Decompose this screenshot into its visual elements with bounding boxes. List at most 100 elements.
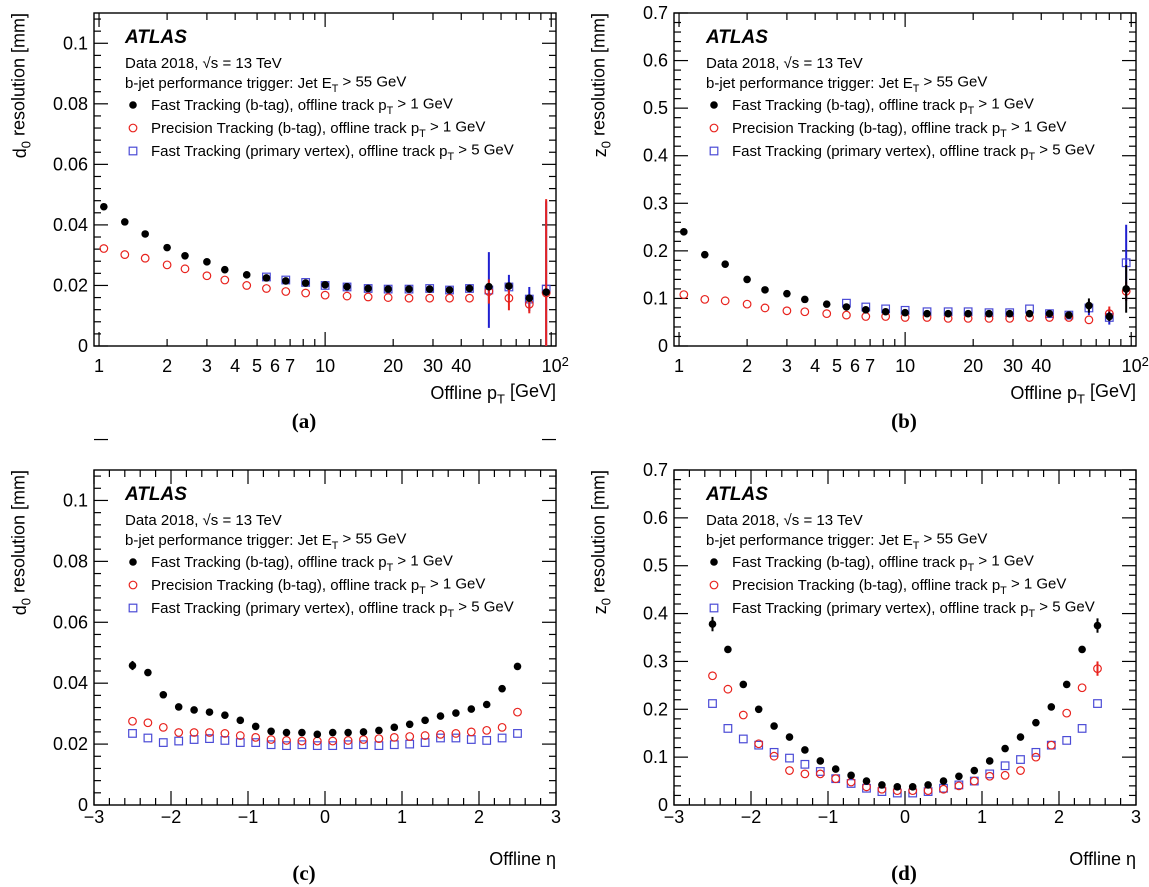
data-point — [389, 732, 399, 742]
y-tick-label: 0.3 — [643, 651, 668, 671]
data-point — [782, 306, 792, 316]
x-tick-label: 1 — [977, 807, 987, 827]
x-tick-label: 4 — [810, 356, 820, 376]
x-tick-label: 40 — [451, 356, 471, 376]
x-tick-label: 102​ — [1122, 354, 1149, 376]
data-point — [174, 736, 184, 746]
data-point — [297, 740, 307, 750]
data-point — [282, 736, 291, 745]
data-point — [847, 771, 855, 780]
x-tick-label: 2 — [1054, 807, 1064, 827]
x-tick-label: 102​ — [542, 354, 569, 376]
data-point — [128, 716, 137, 726]
y-tick-label: 0.7 — [643, 3, 668, 23]
data-point — [1025, 309, 1034, 318]
data-point — [359, 740, 368, 750]
data-point — [513, 729, 522, 738]
data-point — [743, 275, 751, 284]
data-point — [785, 733, 794, 741]
data-point — [359, 735, 368, 744]
data-point — [174, 728, 184, 737]
data-point — [723, 684, 733, 694]
data-point — [421, 716, 429, 725]
data-point — [405, 720, 414, 729]
legend-marker — [709, 123, 719, 133]
data-point — [815, 769, 825, 779]
data-point — [497, 722, 507, 732]
data-point — [364, 284, 372, 293]
data-point — [298, 728, 306, 737]
data-point — [1122, 285, 1130, 293]
data-point — [242, 271, 251, 279]
x-axis-title: Offline pT​ [GeV] — [1010, 381, 1136, 406]
info-line-1: Data 2018, √s = 13 TeV — [125, 55, 282, 72]
data-point — [700, 250, 709, 259]
y-tick-label: 0 — [658, 795, 668, 815]
data-point — [100, 202, 108, 211]
data-point — [1062, 708, 1072, 718]
data-point — [251, 738, 261, 747]
data-point — [251, 722, 260, 731]
data-point — [251, 732, 261, 742]
data-point — [465, 284, 474, 293]
legend-entry: Fast Tracking (b-tag), offline track pT​… — [151, 553, 453, 574]
data-point — [908, 783, 917, 791]
data-point — [144, 668, 152, 677]
panel-label: (b) — [891, 409, 917, 433]
data-point — [861, 312, 871, 321]
info-line-2: b-jet performance trigger: Jet ET​ > 55 … — [125, 74, 406, 95]
x-tick-label: 2 — [162, 356, 172, 376]
legend-entry: Precision Tracking (b-tag), offline trac… — [151, 119, 485, 140]
data-point — [800, 307, 810, 317]
data-point — [1078, 645, 1086, 654]
data-point — [708, 699, 717, 708]
data-point — [328, 736, 338, 746]
y-tick-label: 0.08 — [53, 94, 88, 114]
data-point — [374, 734, 384, 744]
data-point — [465, 293, 474, 303]
data-point — [944, 309, 952, 318]
y-tick-label: 0.5 — [643, 556, 668, 576]
x-axis-title: Offline pT​ [GeV] — [430, 381, 556, 406]
data-point — [862, 777, 871, 785]
data-point — [1031, 747, 1041, 757]
data-point — [375, 726, 383, 735]
data-point — [1093, 664, 1102, 674]
x-tick-label: 30 — [1003, 356, 1023, 376]
data-point — [445, 286, 454, 294]
data-point — [203, 258, 211, 266]
x-tick-label: 1 — [674, 356, 684, 376]
data-point — [282, 728, 291, 737]
data-point — [321, 281, 329, 289]
legend-entry: Fast Tracking (b-tag), offline track pT​… — [732, 553, 1034, 574]
data-point — [1077, 724, 1087, 733]
legend-entry: Fast Tracking (b-tag), offline track pT​… — [732, 96, 1034, 117]
data-point — [497, 733, 507, 743]
y-tick-label: 0.04 — [53, 673, 88, 693]
x-tick-label: 40 — [1031, 356, 1051, 376]
x-tick-label: 5 — [832, 356, 842, 376]
atlas-label: ATLAS — [705, 27, 768, 48]
data-point — [452, 709, 460, 717]
legend-marker — [710, 101, 718, 109]
x-tick-label: −2 — [741, 807, 762, 827]
data-point — [815, 767, 825, 776]
info-line-1: Data 2018, √s = 13 TeV — [706, 512, 863, 529]
data-point — [1093, 699, 1102, 708]
data-point — [205, 734, 214, 744]
legend-marker — [709, 146, 719, 156]
data-point — [1047, 703, 1056, 711]
data-point — [120, 218, 129, 226]
data-point — [679, 290, 689, 300]
y-axis-title: z0​ resolution [mm] — [588, 13, 613, 157]
data-point — [390, 723, 399, 732]
data-point — [482, 725, 492, 735]
info-line-2: b-jet performance trigger: Jet ET​ > 55 … — [125, 531, 406, 552]
data-point — [267, 727, 275, 736]
y-tick-label: 0.5 — [643, 98, 668, 118]
y-tick-label: 0.02 — [53, 734, 88, 754]
data-point — [785, 753, 794, 763]
panel-b: 0 0.1 0.2 0.3 0.4 0.5 0.6 0.7 1 2 3 4 5 6 7 10 20 30 40 102… — [588, 3, 1149, 433]
x-tick-label: 10 — [315, 356, 335, 376]
data-point — [313, 730, 322, 739]
